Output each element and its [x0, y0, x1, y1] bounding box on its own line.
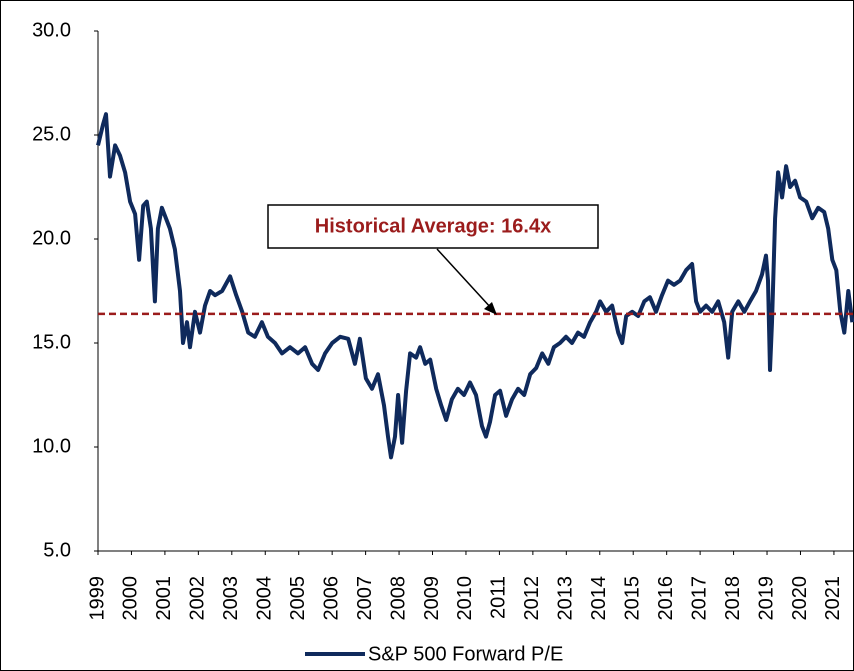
- x-tick-label: 2002: [187, 576, 209, 621]
- y-tick-label: 25.0: [32, 123, 71, 145]
- x-tick-label: 2012: [521, 576, 543, 621]
- y-tick-label: 10.0: [32, 435, 71, 457]
- annotation-text: Historical Average: 16.4x: [315, 215, 551, 237]
- x-tick-label: 2019: [755, 576, 777, 621]
- x-tick-label: 2009: [421, 576, 443, 621]
- x-tick-label: 2006: [320, 576, 342, 621]
- annotation-arrow: [436, 248, 493, 310]
- y-tick-label: 15.0: [32, 331, 71, 353]
- legend-label: S&P 500 Forward P/E: [368, 643, 563, 665]
- x-tick-label: 2005: [287, 576, 309, 621]
- x-tick-label: 2010: [454, 576, 476, 621]
- y-tick-label: 5.0: [43, 539, 71, 561]
- x-tick-label: 2018: [722, 576, 744, 621]
- x-tick-label: 2004: [254, 576, 276, 621]
- x-tick-label: 2015: [622, 576, 644, 621]
- x-tick-label: 2014: [588, 576, 610, 621]
- x-tick-label: 2008: [387, 576, 409, 621]
- x-tick-label: 1999: [86, 576, 108, 621]
- arrow-head: [484, 302, 497, 315]
- x-tick-label: 2013: [555, 576, 577, 621]
- x-tick-label: 2001: [153, 576, 175, 621]
- x-tick-label: 2016: [655, 576, 677, 621]
- x-tick-label: 2021: [822, 576, 844, 621]
- x-tick-label: 2017: [688, 576, 710, 621]
- annotation-box: [267, 204, 599, 249]
- x-tick-label: 2003: [220, 576, 242, 621]
- x-tick-label: 2011: [488, 576, 510, 619]
- y-tick-label: 20.0: [32, 227, 71, 249]
- y-tick-label: 30.0: [32, 19, 71, 41]
- x-tick-label: 2000: [120, 576, 142, 621]
- series-line: [96, 112, 854, 460]
- x-tick-label: 2007: [354, 576, 376, 621]
- x-tick-label: 2020: [789, 576, 811, 621]
